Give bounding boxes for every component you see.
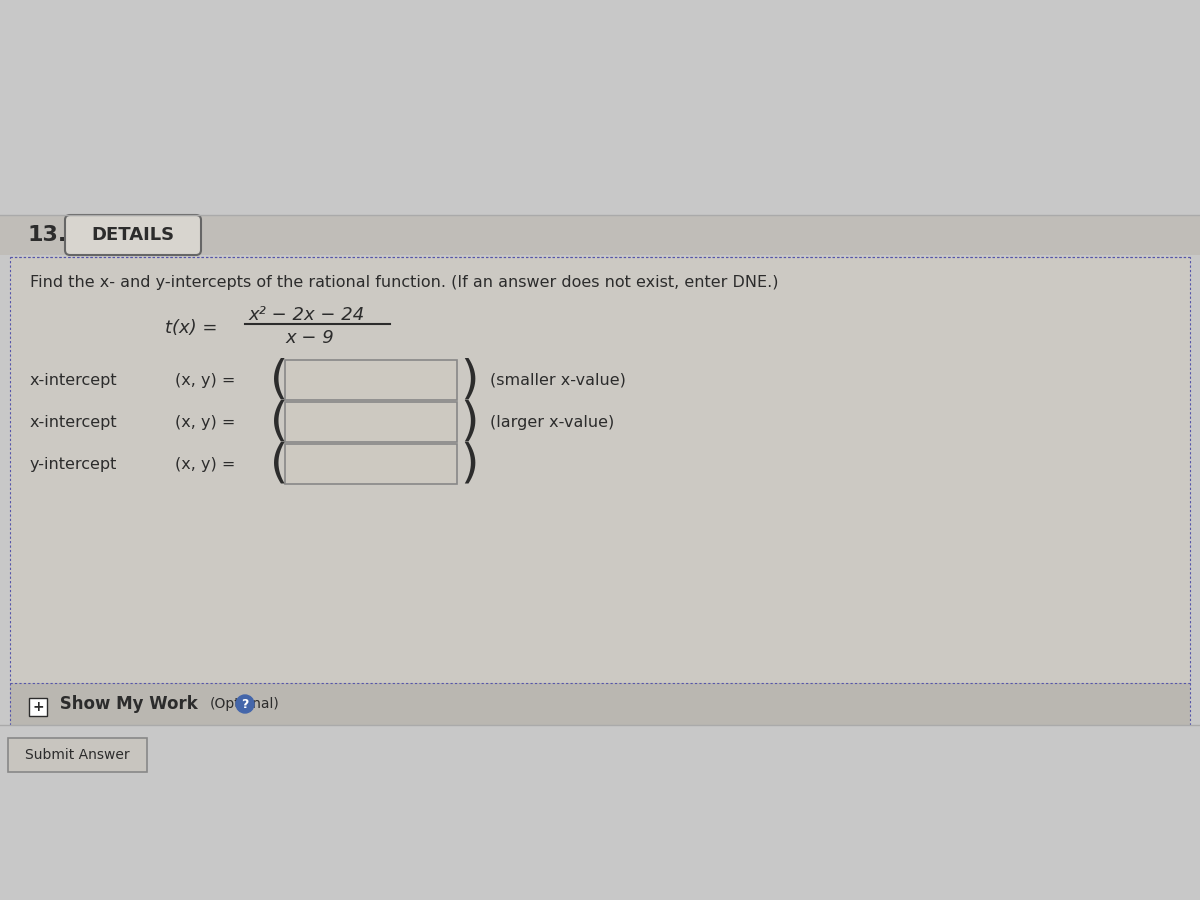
Text: (x, y) =: (x, y) =	[175, 373, 235, 388]
Text: t(x) =: t(x) =	[166, 319, 217, 337]
Text: (x, y) =: (x, y) =	[175, 415, 235, 429]
Text: (x, y) =: (x, y) =	[175, 456, 235, 472]
Text: x² − 2x − 24: x² − 2x − 24	[248, 306, 365, 324]
Text: x-intercept: x-intercept	[30, 415, 118, 429]
FancyBboxPatch shape	[0, 0, 1200, 215]
Text: (: (	[270, 400, 288, 445]
Text: (Optional): (Optional)	[210, 697, 280, 711]
Text: ): )	[460, 400, 479, 445]
Text: (smaller x-value): (smaller x-value)	[490, 373, 626, 388]
FancyBboxPatch shape	[0, 725, 1200, 900]
Text: DETAILS: DETAILS	[91, 226, 174, 244]
FancyBboxPatch shape	[286, 402, 457, 442]
Text: ?: ?	[241, 698, 248, 710]
Text: (: (	[270, 357, 288, 402]
FancyBboxPatch shape	[10, 683, 1190, 725]
Text: (larger x-value): (larger x-value)	[490, 415, 614, 429]
Text: Submit Answer: Submit Answer	[25, 748, 130, 762]
Text: x − 9: x − 9	[286, 329, 334, 347]
Text: Show My Work: Show My Work	[54, 695, 198, 713]
FancyBboxPatch shape	[286, 360, 457, 400]
Text: +: +	[32, 700, 44, 714]
Text: ): )	[460, 442, 479, 487]
Text: x-intercept: x-intercept	[30, 373, 118, 388]
Circle shape	[236, 695, 254, 713]
Text: Find the x- and y-intercepts of the rational function. (If an answer does not ex: Find the x- and y-intercepts of the rati…	[30, 274, 779, 290]
Text: 13.: 13.	[28, 225, 67, 245]
FancyBboxPatch shape	[0, 215, 1200, 255]
FancyBboxPatch shape	[286, 444, 457, 484]
Text: ): )	[460, 357, 479, 402]
FancyBboxPatch shape	[65, 215, 202, 255]
FancyBboxPatch shape	[10, 257, 1190, 725]
FancyBboxPatch shape	[29, 698, 47, 716]
Text: (: (	[270, 442, 288, 487]
FancyBboxPatch shape	[8, 738, 148, 772]
Text: y-intercept: y-intercept	[30, 456, 118, 472]
